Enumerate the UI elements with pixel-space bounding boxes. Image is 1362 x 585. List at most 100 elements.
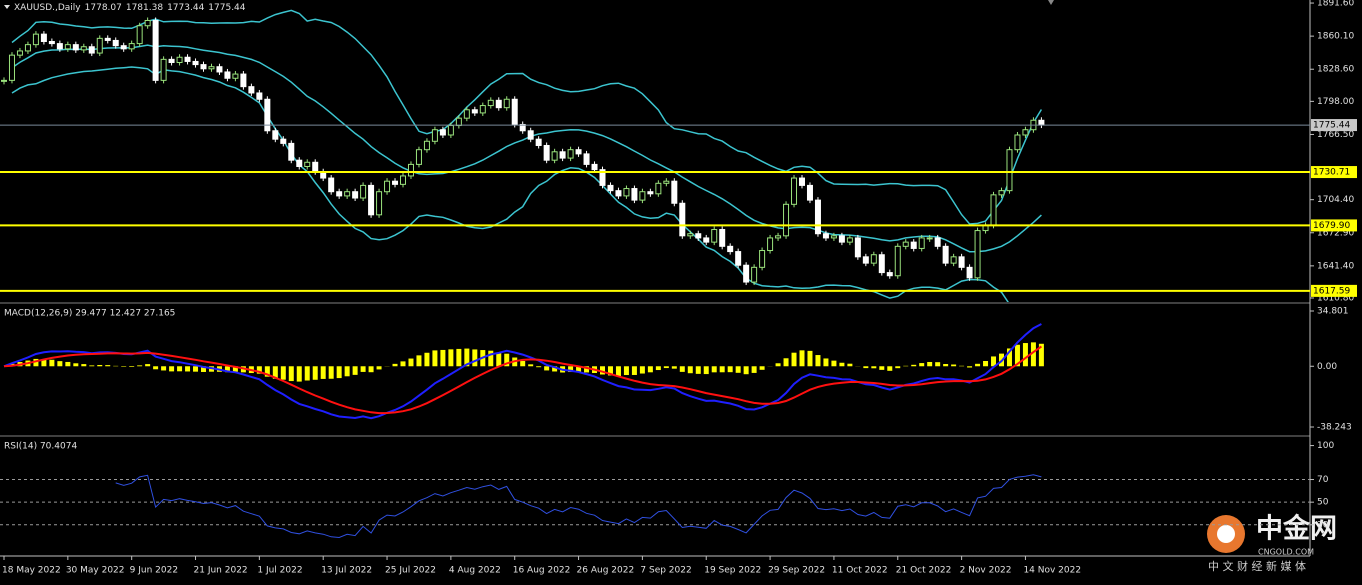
watermark: 中金网 CNGOLD.COM 中 文 财 经 新 媒 体 — [1207, 513, 1337, 573]
candle — [344, 191, 351, 197]
macd-line — [3, 323, 1042, 420]
y-tick-label: 1798.00 — [1317, 97, 1354, 107]
macd-histogram — [288, 366, 294, 382]
candle — [272, 130, 279, 140]
candle — [878, 254, 885, 274]
low: 1773.44 — [167, 3, 204, 13]
macd-histogram — [440, 349, 446, 367]
macd-histogram — [536, 366, 542, 368]
x-tick-label: 21 Oct 2022 — [896, 566, 952, 576]
macd-histogram — [264, 366, 270, 377]
macd-histogram — [232, 366, 238, 372]
candle — [631, 188, 638, 201]
watermark-tagline: 中 文 财 经 新 媒 体 — [1208, 559, 1306, 573]
candle — [503, 98, 510, 109]
macd-histogram — [935, 362, 941, 367]
macd-histogram — [312, 366, 318, 380]
macd-histogram — [679, 366, 685, 372]
macd-histogram — [224, 366, 230, 373]
macd-histogram — [304, 366, 310, 381]
macd-histogram — [89, 365, 95, 367]
macd-histogram — [863, 366, 869, 369]
macd-histogram — [528, 364, 534, 367]
candle — [168, 58, 175, 64]
candle — [974, 230, 981, 279]
macd-histogram — [791, 352, 797, 367]
macd-histogram — [153, 366, 159, 370]
y-tick-label: 70 — [1317, 475, 1329, 485]
y-tick-label: -38.243 — [1317, 423, 1352, 433]
macd-histogram — [991, 356, 997, 367]
macd-histogram — [368, 366, 374, 373]
macd-histogram — [1030, 342, 1036, 367]
candle — [1022, 129, 1029, 136]
candle — [128, 43, 135, 50]
macd-histogram — [623, 366, 629, 376]
candle — [487, 99, 494, 107]
candle — [16, 50, 23, 56]
candle — [336, 191, 343, 197]
macd-histogram — [400, 361, 406, 367]
macd-histogram — [887, 366, 893, 371]
macd-histogram — [775, 363, 781, 367]
macd-histogram — [97, 364, 103, 367]
candle — [384, 180, 391, 193]
candle — [144, 19, 151, 27]
watermark-site: CNGOLD.COM — [1258, 548, 1314, 557]
macd-histogram — [416, 355, 422, 367]
candle — [1038, 119, 1045, 126]
candle — [679, 202, 686, 237]
macd-histogram — [552, 366, 558, 372]
macd-panel — [3, 323, 1044, 420]
x-tick-label: 11 Oct 2022 — [832, 566, 888, 576]
macd-histogram — [376, 366, 382, 370]
y-tick-label: 1828.60 — [1317, 65, 1354, 75]
x-tick-label: 19 Sep 2022 — [704, 566, 761, 576]
x-tick-label: 18 May 2022 — [2, 566, 61, 576]
macd-histogram — [41, 359, 47, 367]
macd-histogram — [919, 363, 925, 367]
candle — [104, 37, 111, 41]
candle — [703, 237, 710, 243]
x-tick-label: 1 Jul 2022 — [257, 566, 302, 576]
macd-histogram — [81, 364, 87, 367]
macd-histogram — [65, 361, 71, 367]
x-tick-label: 21 Jun 2022 — [194, 566, 248, 576]
bb-middle — [11, 44, 1042, 253]
macd-histogram — [631, 366, 637, 375]
y-tick-label: 1860.10 — [1317, 32, 1354, 42]
candle — [543, 144, 550, 161]
candle — [695, 233, 702, 239]
macd-histogram — [927, 361, 933, 367]
candle — [495, 99, 502, 109]
candle — [40, 33, 47, 42]
candle — [400, 175, 406, 185]
macd-histogram — [568, 366, 574, 373]
candle — [567, 149, 574, 159]
macd-histogram — [695, 366, 701, 374]
y-tick-label: 1891.60 — [1317, 0, 1354, 9]
macd-histogram — [193, 366, 199, 372]
macd-histogram — [703, 366, 709, 375]
candle — [535, 138, 542, 146]
x-tick-label: 29 Sep 2022 — [768, 566, 825, 576]
candle — [176, 56, 183, 64]
candle — [687, 233, 694, 237]
menu-arrow[interactable] — [4, 5, 10, 9]
candle — [264, 98, 271, 132]
macd-histogram — [280, 366, 286, 380]
macd-histogram — [727, 366, 733, 373]
candle — [511, 98, 518, 125]
macd-histogram — [719, 366, 725, 373]
candle — [902, 241, 909, 247]
candle — [559, 151, 566, 159]
macd-histogram — [320, 366, 326, 379]
x-tick-label: 7 Sep 2022 — [640, 566, 691, 576]
candle — [24, 44, 31, 52]
candle — [551, 151, 558, 161]
rsi-panel — [0, 474, 1310, 539]
candle — [799, 177, 805, 186]
macd-histogram — [488, 350, 494, 367]
candle — [280, 138, 287, 144]
